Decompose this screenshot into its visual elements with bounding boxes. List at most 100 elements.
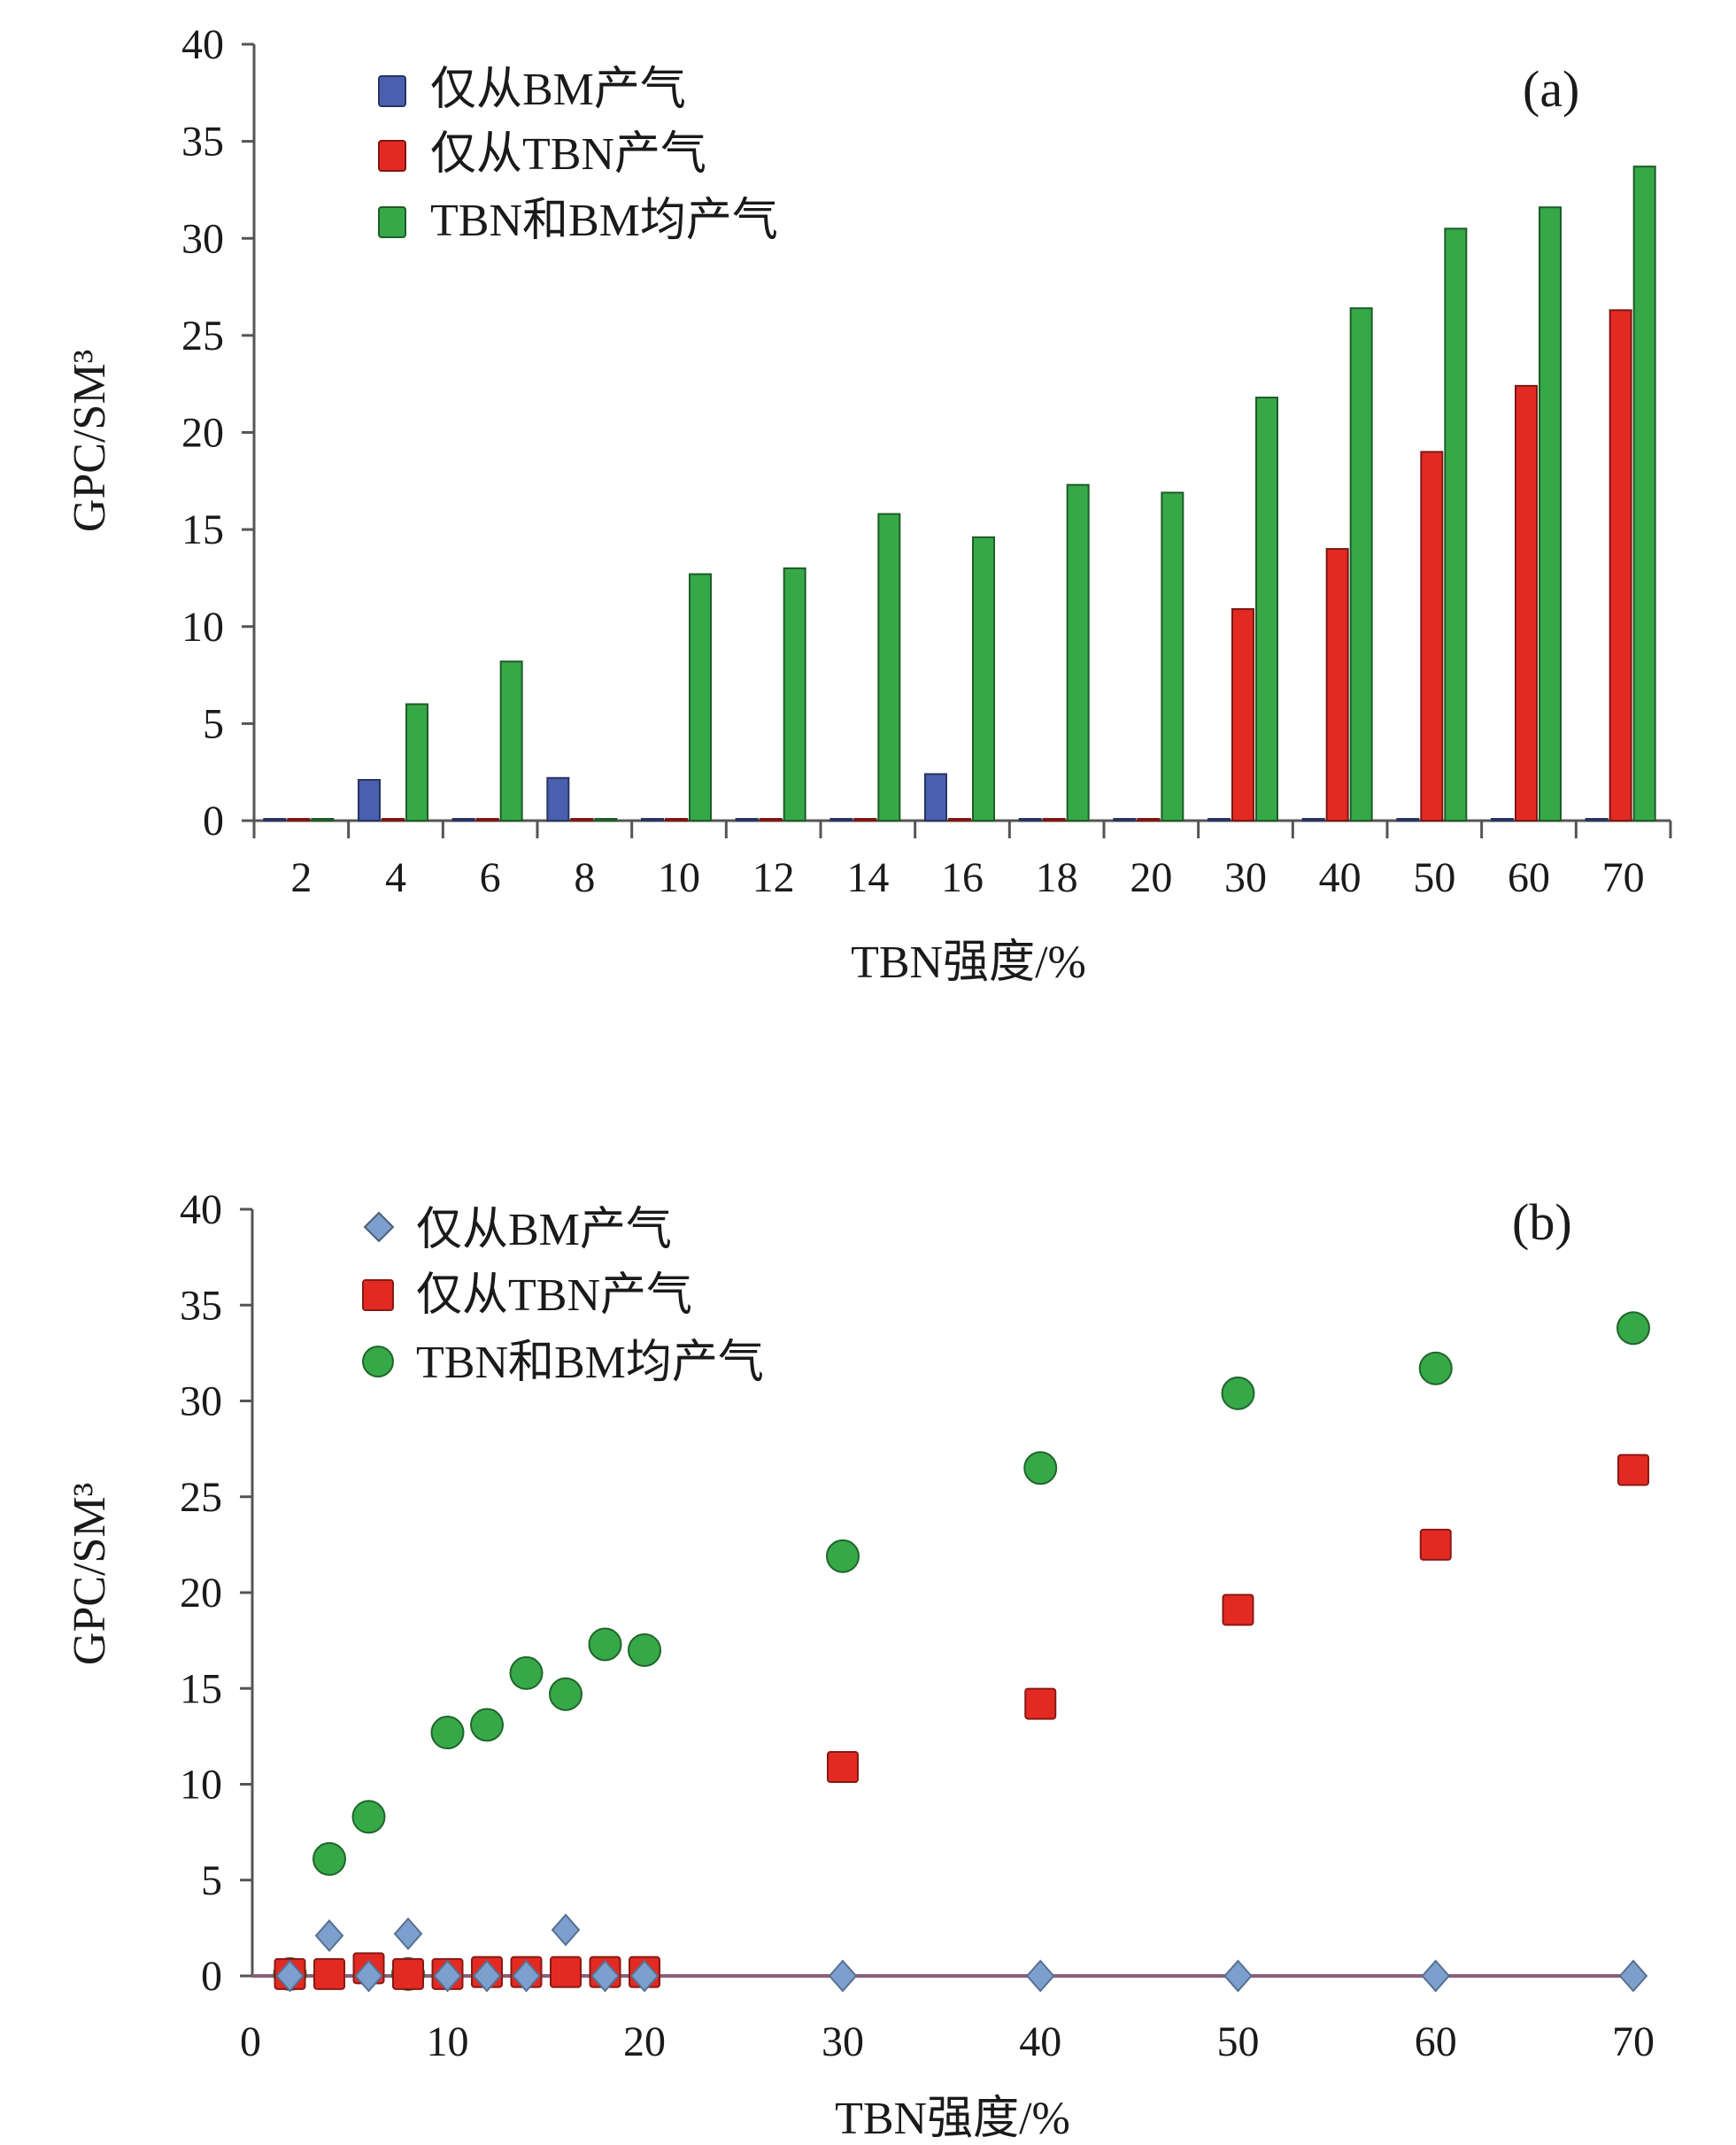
- x-tick-label: 8: [574, 854, 595, 901]
- point-series-2: [351, 1800, 386, 1834]
- legend-item-tbn-only: 仅从TBN产气: [378, 129, 706, 180]
- legend-item-both-b: TBN和BM均产气: [362, 1338, 764, 1388]
- bar-chart-x-axis-label: TBN强度/%: [851, 937, 1086, 988]
- bar-chart-y-ticks: 0 5 10 15 20 25 30 35 40: [181, 21, 254, 845]
- y-tick-label: 15: [180, 1665, 222, 1712]
- y-tick-label: 35: [181, 119, 224, 166]
- scatter-chart-y-axis-label: GPC/SM³: [65, 1483, 115, 1665]
- bar-series-1: [1137, 818, 1161, 822]
- x-tick-label: 12: [752, 854, 795, 901]
- point-series-1: [313, 1957, 345, 1990]
- x-tick-label: 14: [846, 854, 889, 901]
- point-series-0: [512, 1959, 541, 1993]
- bar-series-2: [972, 536, 995, 822]
- bar-series-2: [594, 818, 618, 822]
- point-series-0: [1223, 1959, 1253, 1993]
- y-tick-label: 0: [203, 798, 224, 845]
- point-series-1: [1419, 1528, 1452, 1561]
- bar-chart-legend: 仅从BM产气 仅从TBN产气 TBN和BM均产气: [378, 65, 778, 246]
- legend-label-both: TBN和BM均产气: [430, 196, 778, 246]
- point-series-2: [312, 1841, 346, 1876]
- point-series-1: [1617, 1454, 1649, 1486]
- bar-series-2: [1444, 228, 1468, 822]
- bar-series-0: [358, 778, 381, 822]
- x-tick-label: 10: [658, 854, 700, 901]
- x-tick-label: 60: [1508, 854, 1550, 901]
- point-series-1: [550, 1956, 582, 1988]
- point-series-2: [1418, 1351, 1453, 1385]
- point-series-1: [392, 1957, 424, 1990]
- bar-series-1: [1325, 548, 1349, 822]
- bar-series-0: [1113, 818, 1137, 822]
- bar-series-0: [1396, 818, 1420, 822]
- x-tick-label: 18: [1036, 854, 1078, 901]
- point-series-1: [827, 1751, 859, 1784]
- x-tick-label: 70: [1602, 854, 1645, 901]
- x-tick-label: 10: [427, 2018, 469, 2065]
- point-series-0: [1421, 1959, 1451, 1993]
- x-tick-label: 70: [1612, 2018, 1655, 2065]
- legend-swatch-bm-only: [378, 75, 406, 107]
- point-series-0: [393, 1917, 423, 1950]
- x-tick-label: 30: [1224, 854, 1267, 901]
- y-tick-label: 20: [180, 1570, 222, 1616]
- x-tick-label: 0: [240, 2018, 261, 2065]
- legend-label-tbn-only-b: 仅从TBN产气: [416, 1270, 692, 1321]
- y-tick-label: 20: [181, 410, 224, 457]
- scatter-chart-axes: [251, 1209, 1642, 1978]
- point-series-2: [1616, 1311, 1650, 1346]
- x-tick-label: 50: [1413, 854, 1455, 901]
- bar-chart-panel-label: (a): [1523, 60, 1579, 118]
- legend-item-bm-only-b: 仅从BM产气: [363, 1205, 672, 1255]
- bar-series-2: [689, 573, 712, 822]
- point-series-2: [549, 1677, 583, 1711]
- bar-chart-panel: 0 5 10 15 20 25 30 35 40 2 4 6 8 10 12 14 16 18 20 30 40 50 6…: [65, 21, 1672, 988]
- bar-series-1: [853, 818, 877, 822]
- legend-label-bm-only: 仅从BM产气: [430, 65, 686, 115]
- point-series-0: [1025, 1959, 1055, 1993]
- bar-series-1: [665, 818, 688, 822]
- scatter-chart-panel: 0 5 10 15 20 25 30 35 40 0 10 20 30 40 50 60 70 (b) TBN…: [65, 1186, 1655, 2144]
- point-series-1: [1024, 1687, 1057, 1720]
- legend-swatch-tbn-only: [378, 140, 406, 172]
- point-series-0: [275, 1959, 305, 1993]
- x-tick-label: 16: [941, 854, 984, 901]
- x-tick-label: 20: [623, 2018, 666, 2065]
- bar-series-2: [499, 660, 523, 822]
- bar-series-0: [1018, 818, 1042, 822]
- legend-item-both: TBN和BM均产气: [378, 196, 778, 246]
- y-tick-label: 30: [180, 1378, 222, 1425]
- point-series-0: [314, 1919, 344, 1953]
- bar-chart-bars: [263, 166, 1656, 822]
- y-tick-label: 40: [181, 21, 224, 68]
- legend-marker-square: [362, 1279, 394, 1311]
- legend-label-both-b: TBN和BM均产气: [416, 1338, 764, 1388]
- bar-series-2: [783, 567, 806, 822]
- point-series-0: [629, 1959, 660, 1993]
- bar-series-2: [1161, 491, 1184, 822]
- point-series-0: [433, 1959, 462, 1993]
- point-series-0: [354, 1959, 383, 1993]
- point-series-2: [1023, 1451, 1058, 1485]
- bar-series-0: [451, 818, 475, 822]
- bar-series-1: [1231, 608, 1254, 822]
- bar-series-0: [263, 818, 287, 822]
- bar-series-1: [1515, 384, 1538, 822]
- point-series-2: [470, 1708, 504, 1742]
- x-tick-label: 40: [1019, 2018, 1061, 2065]
- y-tick-label: 5: [201, 1857, 222, 1904]
- y-tick-label: 25: [181, 312, 224, 359]
- legend-marker-circle: [362, 1346, 394, 1377]
- y-tick-label: 30: [181, 215, 224, 262]
- bar-series-2: [1632, 166, 1656, 822]
- scatter-chart-legend: 仅从BM产气 仅从TBN产气 TBN和BM均产气: [362, 1205, 764, 1388]
- x-tick-label: 40: [1319, 854, 1362, 901]
- bar-series-0: [1585, 818, 1609, 822]
- point-series-0: [1618, 1959, 1648, 1993]
- bar-series-1: [1420, 451, 1444, 822]
- bar-series-2: [1349, 307, 1373, 822]
- bar-series-2: [405, 703, 428, 822]
- legend-item-tbn-only-b: 仅从TBN产气: [362, 1270, 692, 1321]
- y-tick-label: 40: [180, 1186, 222, 1233]
